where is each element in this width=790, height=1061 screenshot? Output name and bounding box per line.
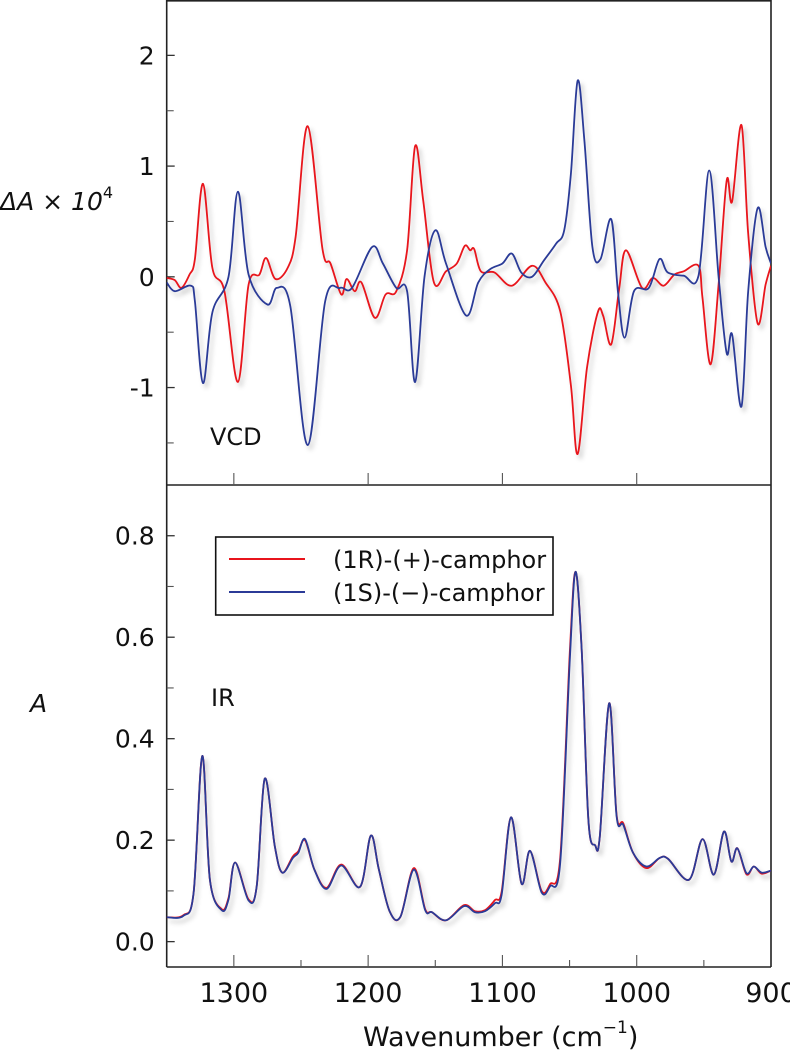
vcd-y-axis-label: ΔA × 104 xyxy=(0,183,113,216)
vcd-series-group xyxy=(166,79,771,455)
ir-y-tick-label: 0.0 xyxy=(115,928,155,957)
ir-y-tick-label: 0.6 xyxy=(115,623,155,652)
x-axis-label-close: ) xyxy=(628,1022,639,1053)
vcd-curve-1s-minus xyxy=(166,79,771,447)
ir-panel-label: IR xyxy=(211,684,235,712)
legend-label-1s: (1S)-(−)-camphor xyxy=(333,579,545,607)
vcd-y-axis-label-main: ΔA × 10 xyxy=(0,187,103,216)
plot-frame xyxy=(165,0,772,968)
vcd-y-tick-label: 2 xyxy=(139,41,155,70)
vcd-y-tick-label: 1 xyxy=(139,152,155,181)
ir-y-axis-label: A xyxy=(28,689,47,718)
x-tick-label: 1000 xyxy=(602,978,671,1009)
axis-ticks: 2 1 0 -1 0.8 0.6 0.4 0.2 0.0 1300 1200 1100 1000 900 xyxy=(115,41,790,1009)
ir-y-tick-label: 0.8 xyxy=(115,522,155,551)
vcd-y-axis-label-exponent: 4 xyxy=(103,183,113,202)
legend: (1R)-(+)-camphor (1S)-(−)-camphor xyxy=(214,536,554,616)
vcd-curve-1r-plus xyxy=(166,124,771,455)
ir-y-tick-label: 0.4 xyxy=(115,725,155,754)
x-tick-label: 1100 xyxy=(468,978,537,1009)
x-tick-label: 1200 xyxy=(334,978,403,1009)
ir-series-group xyxy=(166,570,771,922)
x-axis-label-exponent: −1 xyxy=(603,1018,628,1038)
x-axis-label-main: Wavenumber (cm xyxy=(363,1022,603,1053)
spectra-curves xyxy=(166,79,771,922)
x-tick-label: 900 xyxy=(745,978,790,1009)
x-axis-label: Wavenumber (cm−1) xyxy=(363,1018,638,1053)
legend-box xyxy=(214,536,554,616)
ir-y-tick-label: 0.2 xyxy=(115,826,155,855)
vcd-y-tick-label: -1 xyxy=(130,374,155,403)
vcd-y-tick-label: 0 xyxy=(139,263,155,292)
ir-curve-1s-minus xyxy=(166,570,771,922)
x-tick-label: 1300 xyxy=(199,978,268,1009)
vcd-panel-label: VCD xyxy=(210,423,262,451)
legend-label-1r: (1R)-(+)-camphor xyxy=(333,546,546,574)
